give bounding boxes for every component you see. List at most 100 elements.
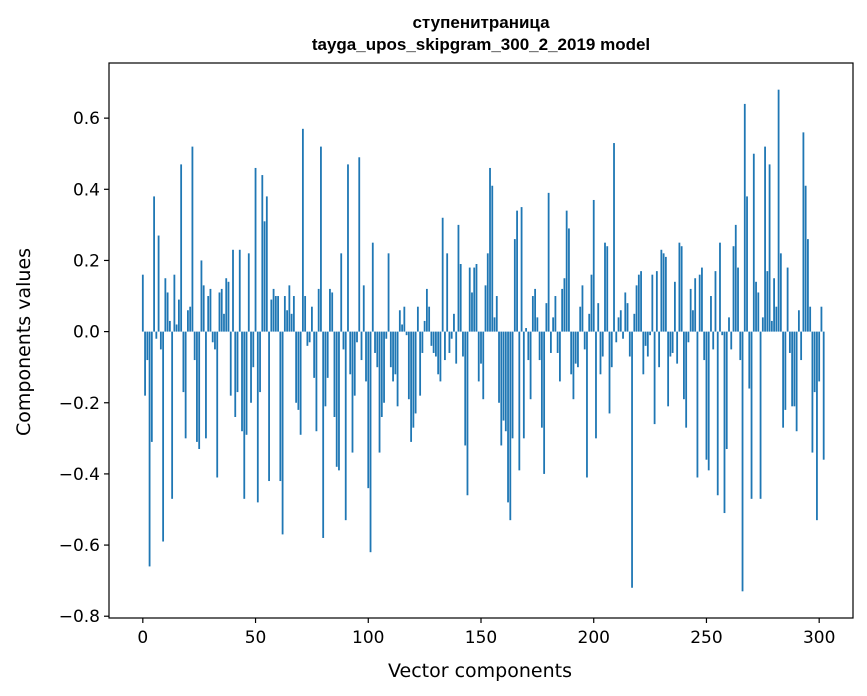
bar-component-135 bbox=[446, 253, 449, 332]
bar-component-116 bbox=[403, 306, 406, 332]
bar-component-181 bbox=[549, 331, 552, 353]
bar-component-84 bbox=[331, 292, 334, 332]
bar-component-210 bbox=[615, 331, 618, 343]
bar-component-216 bbox=[628, 331, 631, 357]
bar-component-221 bbox=[640, 271, 642, 332]
bar-component-66 bbox=[290, 313, 293, 332]
bar-component-186 bbox=[561, 288, 564, 332]
bar-component-281 bbox=[775, 306, 778, 332]
bar-component-269 bbox=[748, 331, 751, 389]
bar-component-237 bbox=[676, 331, 679, 364]
bar-component-148 bbox=[475, 264, 478, 332]
bar-component-175 bbox=[536, 317, 539, 332]
chart-subtitle: tayga_upos_skipgram_300_2_2019 model bbox=[312, 35, 650, 54]
bar-component-69 bbox=[297, 331, 300, 410]
bar-component-256 bbox=[719, 242, 721, 332]
bar-component-133 bbox=[441, 217, 444, 332]
bar-component-178 bbox=[543, 331, 546, 474]
bar-component-15 bbox=[175, 324, 178, 332]
bar-component-1 bbox=[144, 331, 146, 396]
bar-component-174 bbox=[534, 288, 537, 332]
y-tick-label-0: −0.8 bbox=[59, 607, 100, 627]
bar-component-260 bbox=[728, 317, 730, 332]
bar-component-184 bbox=[556, 331, 559, 353]
bar-component-233 bbox=[667, 331, 670, 407]
bar-component-109 bbox=[387, 253, 390, 332]
bar-component-105 bbox=[378, 331, 381, 453]
bar-component-266 bbox=[741, 331, 744, 592]
bar-component-56 bbox=[268, 331, 270, 482]
bar-component-39 bbox=[229, 331, 232, 396]
bar-component-207 bbox=[608, 331, 611, 414]
x-tick-label-50: 50 bbox=[245, 628, 267, 648]
bar-component-241 bbox=[685, 331, 688, 428]
bar-component-110 bbox=[389, 331, 392, 368]
bar-component-290 bbox=[795, 331, 798, 432]
bar-component-61 bbox=[279, 331, 282, 482]
bar-component-263 bbox=[734, 224, 737, 332]
bar-component-43 bbox=[238, 249, 241, 332]
bar-component-204 bbox=[601, 331, 604, 357]
bar-component-188 bbox=[565, 210, 568, 332]
bar-component-23 bbox=[193, 331, 196, 361]
bar-component-228 bbox=[655, 271, 658, 332]
bar-component-276 bbox=[764, 146, 766, 332]
bar-component-230 bbox=[660, 249, 663, 332]
bar-component-67 bbox=[292, 296, 295, 332]
bar-component-229 bbox=[658, 331, 661, 368]
bar-component-165 bbox=[513, 239, 516, 332]
bar-component-86 bbox=[335, 331, 338, 467]
bar-component-251 bbox=[707, 331, 710, 471]
bar-component-169 bbox=[522, 331, 525, 439]
axes: 0 50 100 150 200 250 300 −0.8 −0.6 −0.4 −0.2 0.0 0.2… bbox=[59, 62, 854, 648]
bar-component-126 bbox=[425, 288, 428, 332]
bar-component-265 bbox=[739, 331, 742, 361]
bar-component-288 bbox=[791, 331, 794, 407]
bar-component-3 bbox=[148, 331, 151, 567]
bar-component-104 bbox=[376, 331, 379, 368]
bar-component-47 bbox=[247, 253, 250, 332]
bar-component-27 bbox=[202, 285, 205, 332]
bar-component-203 bbox=[599, 331, 602, 375]
bar-component-111 bbox=[392, 331, 394, 382]
bar-component-205 bbox=[604, 242, 606, 332]
bar-component-54 bbox=[263, 221, 266, 332]
y-tick-label-3: −0.2 bbox=[59, 394, 100, 414]
bar-component-25 bbox=[198, 331, 201, 450]
bar-component-236 bbox=[673, 281, 676, 332]
bar-component-212 bbox=[619, 310, 622, 332]
bar-component-149 bbox=[477, 331, 480, 382]
bar-component-127 bbox=[428, 306, 431, 332]
bar-component-137 bbox=[450, 331, 453, 339]
bar-component-46 bbox=[245, 331, 248, 435]
bar-component-155 bbox=[491, 185, 494, 332]
bar-component-297 bbox=[811, 331, 814, 453]
bar-component-139 bbox=[455, 331, 458, 364]
bar-component-144 bbox=[466, 331, 469, 496]
bar-component-192 bbox=[574, 331, 577, 364]
bar-component-13 bbox=[171, 331, 174, 499]
bar-component-26 bbox=[200, 260, 203, 332]
bar-component-197 bbox=[586, 331, 588, 478]
bar-component-59 bbox=[274, 296, 277, 332]
bar-component-7 bbox=[157, 235, 160, 332]
bar-component-52 bbox=[259, 331, 261, 393]
bar-component-71 bbox=[301, 128, 304, 332]
y-tick-label-5: 0.2 bbox=[73, 251, 100, 271]
bar-component-30 bbox=[209, 288, 212, 332]
bar-component-283 bbox=[779, 253, 782, 332]
bar-component-250 bbox=[705, 331, 708, 460]
bar-component-286 bbox=[786, 267, 789, 332]
bar-component-279 bbox=[770, 320, 773, 332]
bar-component-42 bbox=[236, 331, 239, 393]
x-tick-label-100: 100 bbox=[352, 628, 384, 648]
bar-component-55 bbox=[265, 196, 268, 332]
bar-component-285 bbox=[784, 331, 787, 410]
bar-component-239 bbox=[680, 246, 683, 332]
bar-component-87 bbox=[338, 331, 340, 471]
bar-component-68 bbox=[295, 331, 298, 403]
bar-component-227 bbox=[653, 331, 656, 425]
bar-component-215 bbox=[626, 303, 629, 332]
bar-component-271 bbox=[752, 153, 755, 332]
bar-component-138 bbox=[453, 313, 455, 332]
